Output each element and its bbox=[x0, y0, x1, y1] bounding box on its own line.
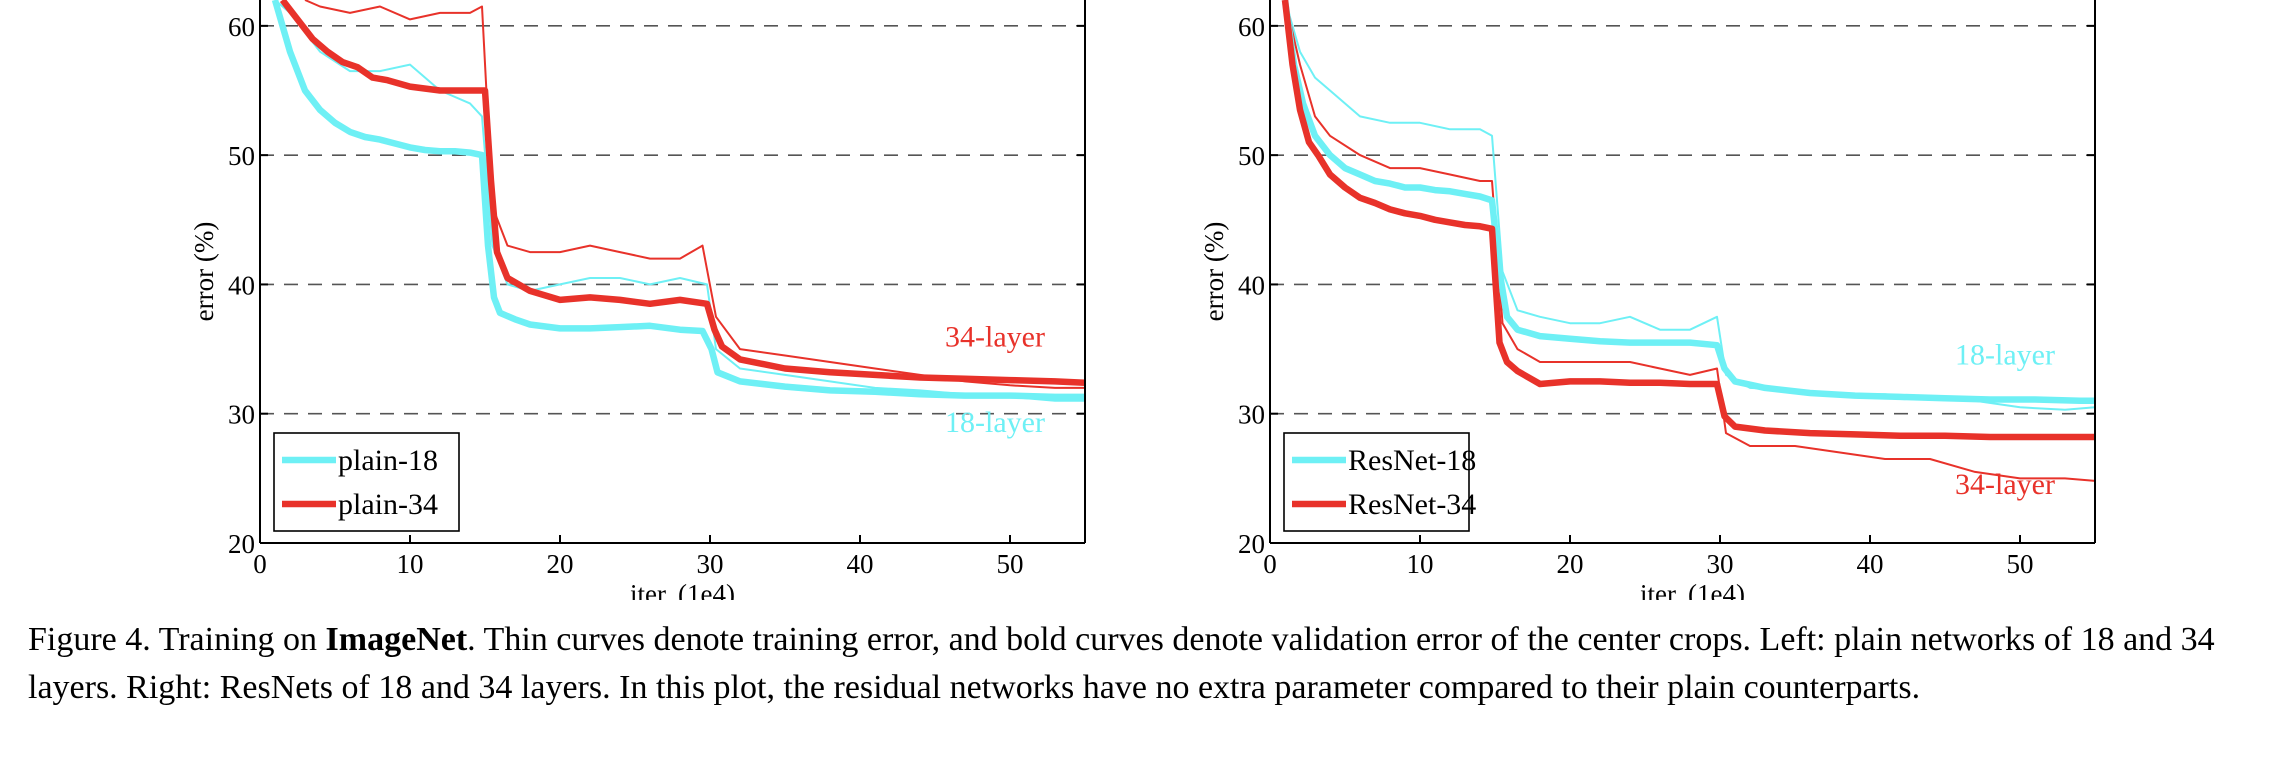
left-ylabel: error (%) bbox=[189, 222, 219, 322]
right-annotation-second: 34-layer bbox=[1955, 468, 2055, 501]
chart-right-svg: 20 30 40 50 60 0 10 20 30 40 50 iter. (1e4) error (%… bbox=[1199, 0, 2096, 609]
left-ytick-label: 20 bbox=[228, 529, 255, 559]
right-legend-box bbox=[1283, 432, 1470, 532]
caption-suffix: . Thin curves denote training error, and… bbox=[28, 621, 2215, 706]
left-xtick-label: 0 bbox=[253, 549, 267, 579]
right-ytick-label: 60 bbox=[1238, 12, 1265, 42]
right-ytick-label: 40 bbox=[1238, 270, 1265, 300]
left-annotation-second: 18-layer bbox=[945, 406, 1045, 439]
left-legend-box bbox=[273, 432, 460, 532]
chart-left-svg: 20 30 40 50 60 0 10 20 30 40 50 iter. (1e4) error (%… bbox=[189, 0, 1086, 609]
right-xtick-label: 30 bbox=[1707, 549, 1734, 579]
right-xlabel: iter. (1e4) bbox=[1640, 579, 1745, 600]
figure-caption: Figure 4. Training on ImageNet. Thin cur… bbox=[28, 616, 2258, 712]
right-series-resnet-18-line bbox=[1281, 0, 2095, 405]
left-ytick-label: 60 bbox=[228, 12, 255, 42]
right-legend-label: ResNet-34 bbox=[1348, 488, 1476, 521]
left-xlabel: iter. (1e4) bbox=[630, 579, 735, 600]
chart-left: 20 30 40 50 60 0 10 20 30 40 50 iter. (1e4) error (%… bbox=[170, 0, 1120, 609]
right-ytick-label: 20 bbox=[1238, 529, 1265, 559]
left-ytick-label: 50 bbox=[228, 141, 255, 171]
right-series-resnet-34-train-line bbox=[1284, 0, 2096, 482]
right-legend-label: ResNet-18 bbox=[1348, 444, 1476, 477]
left-series-plain-34-line bbox=[279, 0, 1086, 386]
right-xtick-label: 10 bbox=[1407, 549, 1434, 579]
right-ylabel: error (%) bbox=[1199, 222, 1229, 322]
chart-right: 20 30 40 50 60 0 10 20 30 40 50 iter. (1e4) error (%… bbox=[1180, 0, 2130, 609]
right-ytick-label: 50 bbox=[1238, 141, 1265, 171]
left-legend-label: plain-34 bbox=[338, 488, 438, 521]
left-series-plain-18-train-line bbox=[274, 0, 1085, 402]
left-xtick-label: 40 bbox=[847, 549, 874, 579]
right-xtick-label: 40 bbox=[1857, 549, 1884, 579]
right-ytick-label: 30 bbox=[1238, 400, 1265, 430]
right-xtick-label: 0 bbox=[1263, 549, 1277, 579]
caption-prefix: Figure 4. Training on bbox=[28, 621, 326, 658]
right-series-resnet-34-line bbox=[1281, 0, 2095, 441]
left-ytick-label: 40 bbox=[228, 270, 255, 300]
right-xtick-label: 50 bbox=[2007, 549, 2034, 579]
left-xtick-label: 50 bbox=[997, 549, 1024, 579]
left-ytick-label: 30 bbox=[228, 400, 255, 430]
left-xtick-label: 30 bbox=[697, 549, 724, 579]
left-series-plain-34-train-line bbox=[304, 0, 1085, 389]
left-series-plain-18-line bbox=[271, 0, 1085, 401]
caption-bold: ImageNet bbox=[325, 621, 468, 658]
right-annotation-first: 18-layer bbox=[1955, 339, 2055, 372]
left-annotation-first: 34-layer bbox=[945, 320, 1045, 353]
left-xtick-label: 20 bbox=[547, 549, 574, 579]
left-legend-label: plain-18 bbox=[338, 444, 438, 477]
left-xtick-label: 10 bbox=[397, 549, 424, 579]
right-xtick-label: 20 bbox=[1557, 549, 1584, 579]
